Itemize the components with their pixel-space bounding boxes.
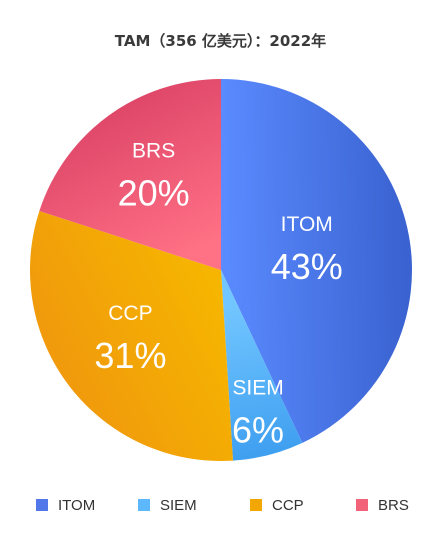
pie-slice-itom [221, 79, 412, 443]
pie-chart: ITOM 43% SIEM 6% CCP 31% BRS 20% [29, 79, 412, 461]
legend-swatch [250, 499, 262, 511]
pie-slice-siem [221, 270, 303, 461]
legend-label: BRS [378, 496, 409, 514]
slice-name-label: SIEM [232, 376, 283, 399]
legend-item-siem[interactable]: SIEM [138, 494, 197, 516]
slice-name-label: CCP [108, 302, 152, 325]
legend-swatch [356, 499, 368, 511]
legend-item-brs[interactable]: BRS [356, 494, 409, 516]
slice-percent-label: 43% [271, 246, 343, 287]
slice-name-label: BRS [132, 139, 175, 162]
legend: ITOM SIEM CCP BRS [0, 494, 441, 516]
pie-slice-ccp [29, 210, 233, 461]
slice-percent-label: 31% [94, 335, 166, 376]
slice-percent-label: 6% [232, 409, 284, 450]
legend-item-itom[interactable]: ITOM [36, 494, 95, 516]
legend-label: SIEM [160, 496, 197, 514]
chart-title: TAM（356 亿美元）：2022年 [114, 32, 327, 50]
legend-swatch [138, 499, 150, 511]
slice-percent-label: 20% [118, 172, 190, 213]
pie-slice-brs [39, 79, 221, 270]
slice-name-label: ITOM [281, 213, 333, 236]
legend-label: CCP [272, 496, 304, 514]
legend-label: ITOM [58, 496, 96, 514]
legend-item-ccp[interactable]: CCP [250, 494, 304, 516]
legend-swatch [36, 499, 48, 511]
